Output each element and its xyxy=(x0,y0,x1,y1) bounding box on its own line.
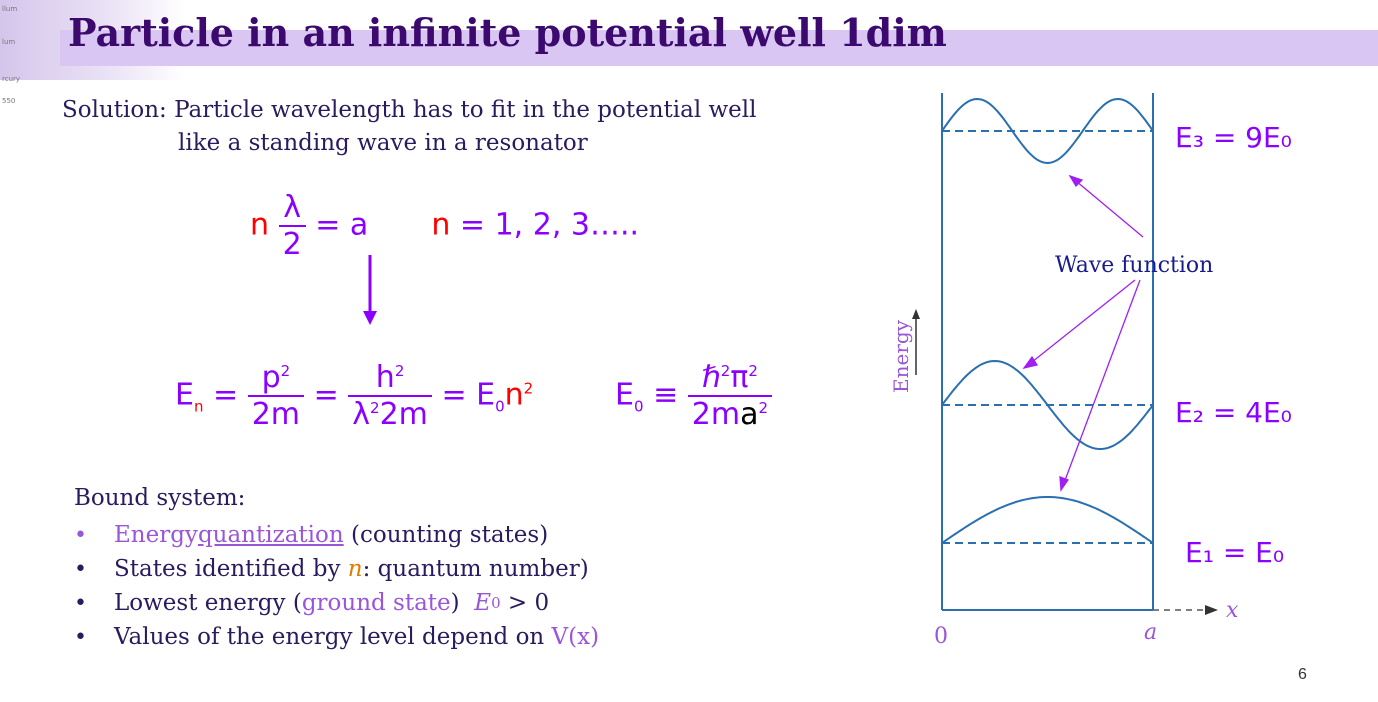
wave-function-label: Wave function xyxy=(1055,253,1213,278)
fraction-numerator: p2 xyxy=(247,360,305,397)
energy-equation: En = p2 2m = h2 λ22m = E0n2 xyxy=(175,360,533,432)
page-number: 6 xyxy=(1298,666,1307,683)
bound-system-list: • Energy quantization (counting states) … xyxy=(74,518,599,654)
infinite-well-diagram: Energy Wave function E₃ = 9E₀ E₂ = 4E₀ E… xyxy=(889,93,1292,649)
wave-function-1 xyxy=(941,496,1154,544)
header-deco-text: rcury xyxy=(2,75,21,83)
eq-operator: ≡ xyxy=(653,377,679,413)
eq-symbol: E xyxy=(615,377,634,413)
list-item: • States identified by n: quantum number… xyxy=(74,556,589,582)
well-width-label: a xyxy=(1144,620,1157,645)
fraction-denominator: λ22m xyxy=(352,397,428,432)
energy-label-3: E₃ = 9E₀ xyxy=(1175,121,1292,154)
eq-symbol: n xyxy=(504,377,524,413)
list-item: • Values of the energy level depend on V… xyxy=(74,624,600,650)
eq-subscript: n xyxy=(193,397,204,416)
solution-line-2: like a standing wave in a resonator xyxy=(178,130,588,156)
eq-subscript: 0 xyxy=(495,397,505,416)
header-deco-text: 550 xyxy=(2,97,16,105)
eq-symbol: n xyxy=(431,207,451,243)
fraction-denominator: 2 xyxy=(282,227,302,262)
eq-subscript: 0 xyxy=(633,397,644,416)
eq-operator: = xyxy=(213,377,239,413)
bullet-icon: • xyxy=(74,590,87,616)
bullet-icon: • xyxy=(74,624,87,650)
energy-axis-arrow-icon xyxy=(912,309,920,319)
down-arrow-icon xyxy=(363,255,377,325)
origin-label: 0 xyxy=(934,624,948,649)
eq-operator: = xyxy=(313,377,339,413)
wave-function-arrows xyxy=(1022,174,1144,492)
fraction: h2 λ22m xyxy=(348,360,432,432)
fraction: p2 2m xyxy=(247,360,305,432)
fraction-numerator: h2 xyxy=(348,360,432,397)
bullet-icon: • xyxy=(74,522,87,548)
slide-title: Particle in an infinite potential well 1… xyxy=(68,10,947,55)
eq-values: = 1, 2, 3….. xyxy=(459,207,640,243)
eq-rhs: = a xyxy=(315,207,369,243)
bullet-icon: • xyxy=(74,556,87,582)
wave-function-3 xyxy=(941,97,1154,165)
fraction-denominator: 2ma2 xyxy=(691,397,768,432)
e0-definition-equation: E0 ≡ ℏ2π2 2ma2 xyxy=(615,360,772,432)
eq-symbol: E xyxy=(175,377,194,413)
solution-line-1: Solution: Particle wavelength has to fit… xyxy=(62,97,757,123)
eq-superscript: 2 xyxy=(523,379,534,398)
energy-label-2: E₂ = 4E₀ xyxy=(1175,396,1292,429)
eq-operator: = E xyxy=(441,377,496,413)
standing-wave-equation: n λ 2 = a n = 1, 2, 3….. xyxy=(250,190,639,262)
title-stripe xyxy=(60,30,1378,66)
x-axis-arrow-icon xyxy=(1205,605,1218,615)
fraction: ℏ2π2 2ma2 xyxy=(687,360,772,432)
eq-symbol: n xyxy=(250,207,270,243)
energy-axis-label: Energy xyxy=(889,319,913,393)
fraction-numerator: ℏ2π2 xyxy=(687,360,772,397)
quantization-link[interactable]: quantization xyxy=(197,522,344,548)
header-deco-text: lum xyxy=(2,38,16,46)
wave-function-2 xyxy=(941,359,1154,451)
bound-system-heading: Bound system: xyxy=(74,485,246,511)
list-item: • Energy quantization (counting states) xyxy=(74,522,549,548)
x-axis-label: x xyxy=(1226,598,1239,623)
fraction: λ 2 xyxy=(278,190,306,262)
header-deco-text: llum xyxy=(2,5,18,13)
energy-label-1: E₁ = E₀ xyxy=(1185,536,1284,569)
fraction-denominator: 2m xyxy=(251,397,301,432)
fraction-numerator: λ xyxy=(278,190,306,227)
